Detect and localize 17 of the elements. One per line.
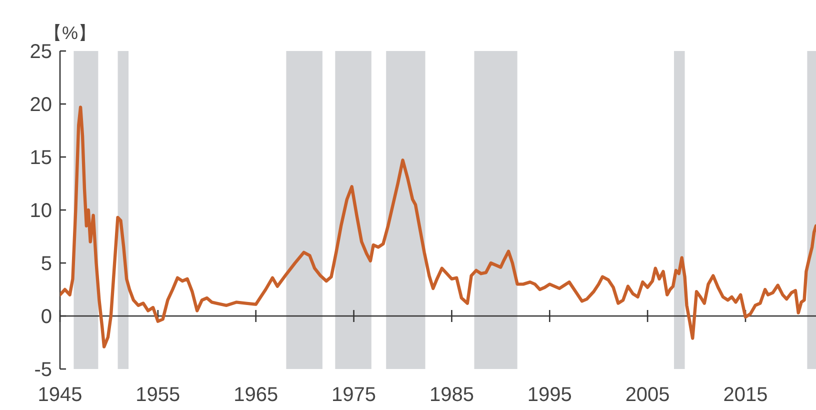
line-series: [60, 106, 816, 348]
x-tick-label: 1965: [234, 384, 278, 406]
y-tick-label: 20: [30, 94, 52, 116]
x-tick-label: 2015: [723, 384, 768, 406]
y-tick-label: 5: [40, 253, 52, 275]
y-tick-label: 10: [30, 200, 52, 222]
y-axis-title: 【%】: [44, 23, 96, 43]
x-tick-label: 1955: [136, 384, 180, 406]
x-tick-label: 1985: [429, 384, 474, 406]
y-tick-label: 0: [40, 306, 52, 328]
y-tick-label: 25: [30, 41, 52, 63]
y-tick-label: 15: [30, 147, 52, 169]
x-tick-label: 1945: [38, 384, 82, 406]
x-tick-label: 1975: [332, 384, 376, 406]
x-tick-label: 1995: [527, 384, 572, 406]
y-tick-label: -5: [34, 359, 52, 381]
x-tick-label: 2005: [625, 384, 670, 406]
